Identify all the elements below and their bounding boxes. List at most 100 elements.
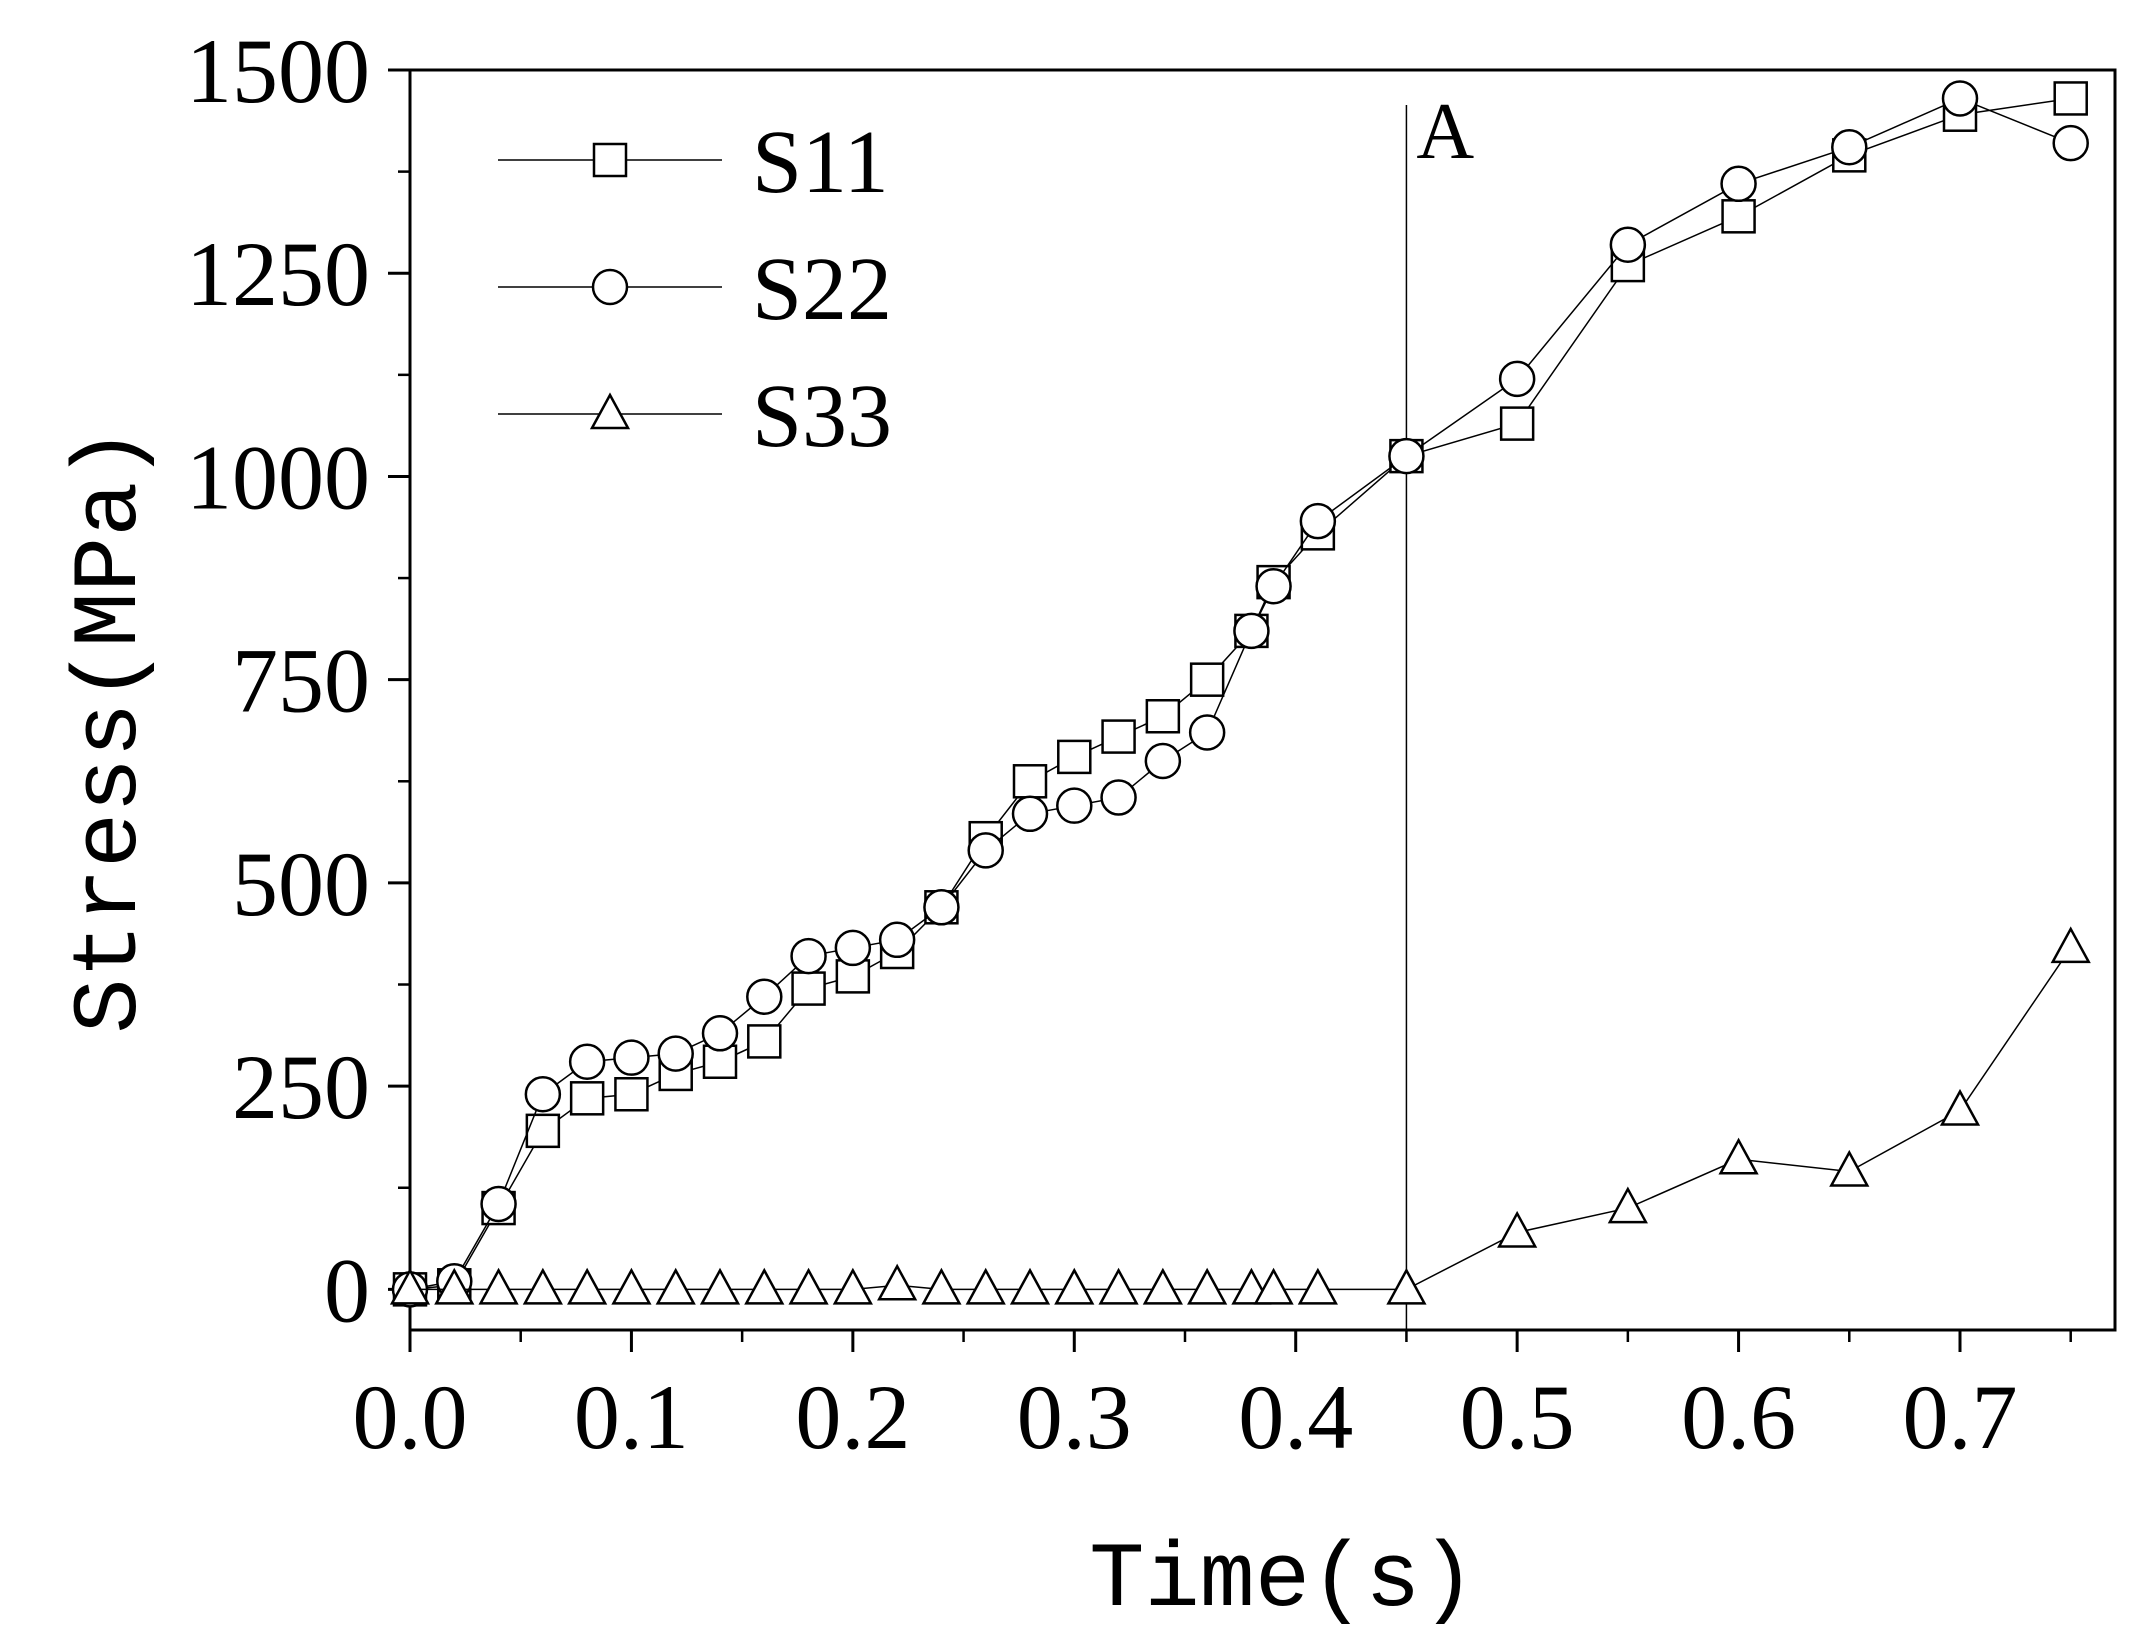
y-tick-label-1: 250: [232, 1036, 370, 1138]
legend-item-s22: S22: [498, 240, 892, 339]
data-point-s22-27: [1941, 80, 1979, 117]
data-point-s11-5: [614, 1077, 649, 1112]
data-point-s22-3: [524, 1076, 562, 1113]
data-point-s11-25: [1721, 199, 1756, 234]
y-tick-label-6: 1500: [186, 20, 370, 122]
data-point-s22-11: [878, 921, 916, 959]
legend-item-s11: S11: [498, 113, 889, 212]
data-point-s22-7: [701, 1015, 739, 1052]
data-point-s33-23: [1497, 1210, 1538, 1248]
data-point-s22-14: [1011, 795, 1049, 833]
legend-label-s11: S11: [752, 113, 889, 212]
legend-item-s33: S33: [498, 367, 892, 466]
data-point-s33-21: [1297, 1267, 1338, 1305]
data-point-s22-23: [1498, 360, 1536, 398]
annotation-layer: A: [1405, 88, 1474, 1330]
data-point-s22-25: [1720, 165, 1757, 203]
y-axis-title: Stress(MPa): [58, 426, 163, 1033]
legend-marker-s22: [591, 268, 629, 306]
data-point-s22-26: [1831, 128, 1868, 166]
data-point-s11-16: [1101, 719, 1136, 754]
data-point-s22-2: [480, 1185, 517, 1223]
data-point-s22-4: [568, 1043, 606, 1080]
x-axis-title: Time(s): [1089, 1528, 1475, 1633]
y-tick-label-2: 500: [232, 833, 370, 935]
data-point-s22-9: [790, 937, 827, 975]
data-point-s33-6: [655, 1267, 696, 1305]
data-point-s33-3: [522, 1267, 563, 1305]
data-point-s11-23: [1499, 406, 1535, 441]
data-point-s22-17: [1144, 742, 1182, 780]
data-point-s22-21: [1299, 502, 1337, 540]
y-tick-label-3: 750: [232, 630, 370, 732]
data-point-s22-8: [746, 978, 783, 1015]
annotation-label-a: A: [1416, 88, 1474, 176]
legend-label-s33: S33: [752, 367, 892, 466]
data-point-s11-17: [1145, 699, 1181, 734]
data-point-s33-27: [1939, 1088, 1981, 1126]
data-point-s11-9: [791, 971, 826, 1006]
series-line-s33: [410, 947, 2072, 1291]
legend-marker-s33: [589, 392, 631, 430]
data-point-s33-10: [832, 1267, 873, 1305]
legend: S11 S22 S33: [498, 113, 892, 466]
data-point-s11-3: [525, 1113, 561, 1149]
data-point-s22-19: [1233, 612, 1270, 650]
x-tick-label-1: 0.1: [574, 1366, 689, 1468]
x-tick-label-7: 0.7: [1903, 1366, 2018, 1468]
data-point-s22-13: [967, 832, 1004, 869]
data-point-s33-7: [699, 1267, 741, 1305]
x-tick-label-4: 0.4: [1238, 1366, 1353, 1468]
data-point-s22-28: [2052, 124, 2089, 162]
data-point-s22-22: [1388, 437, 1425, 475]
y-tick-label-0: 0: [324, 1239, 370, 1341]
legend-marker-s11: [592, 142, 628, 178]
data-point-s33-26: [1829, 1149, 1870, 1187]
data-point-s22-12: [923, 889, 960, 926]
data-point-s22-16: [1100, 779, 1137, 816]
y-tick-label-5: 1250: [186, 223, 370, 325]
data-point-s22-6: [657, 1035, 694, 1072]
series-line-s22: [409, 97, 2071, 1291]
data-point-s33-13: [965, 1267, 1006, 1305]
data-point-s33-8: [744, 1267, 785, 1305]
data-point-s11-15: [1057, 739, 1092, 775]
data-point-s33-17: [1142, 1267, 1183, 1305]
series-s11: [392, 81, 2088, 1307]
series-line-s11: [409, 97, 2071, 1291]
data-point-s33-28: [2050, 926, 2091, 964]
data-point-s33-11: [877, 1263, 918, 1301]
data-point-s11-18: [1189, 662, 1225, 697]
data-point-s22-20: [1255, 567, 1292, 605]
data-point-s33-14: [1009, 1267, 1051, 1305]
legend-label-s22: S22: [752, 240, 892, 339]
data-point-s22-10: [834, 929, 872, 967]
data-point-s22-18: [1188, 714, 1226, 751]
series-s33: [389, 926, 2091, 1305]
data-point-s33-18: [1187, 1267, 1228, 1305]
x-tick-label-2: 0.2: [795, 1366, 910, 1468]
data-point-s33-12: [921, 1267, 962, 1305]
data-point-s33-25: [1718, 1137, 1759, 1175]
data-point-s33-16: [1098, 1267, 1139, 1305]
series-layer: [389, 80, 2091, 1308]
x-tick-label-0: 0.0: [353, 1366, 468, 1468]
data-point-s11-4: [569, 1081, 605, 1116]
y-tick-label-4: 1000: [186, 426, 370, 528]
data-point-s11-28: [2053, 81, 2088, 116]
data-point-s33-4: [567, 1267, 608, 1305]
data-point-s22-5: [613, 1039, 650, 1076]
data-point-s11-8: [747, 1024, 782, 1059]
series-s22: [391, 80, 2089, 1308]
data-point-s33-5: [611, 1267, 652, 1305]
x-tick-label-6: 0.6: [1681, 1366, 1796, 1468]
data-point-s33-0: [389, 1267, 431, 1305]
data-point-s22-24: [1609, 226, 1647, 264]
data-point-s33-9: [788, 1267, 829, 1305]
x-tick-label-5: 0.5: [1460, 1366, 1575, 1468]
data-point-s11-14: [1012, 764, 1048, 799]
data-point-s33-20: [1253, 1267, 1294, 1305]
data-point-s33-2: [478, 1267, 519, 1305]
